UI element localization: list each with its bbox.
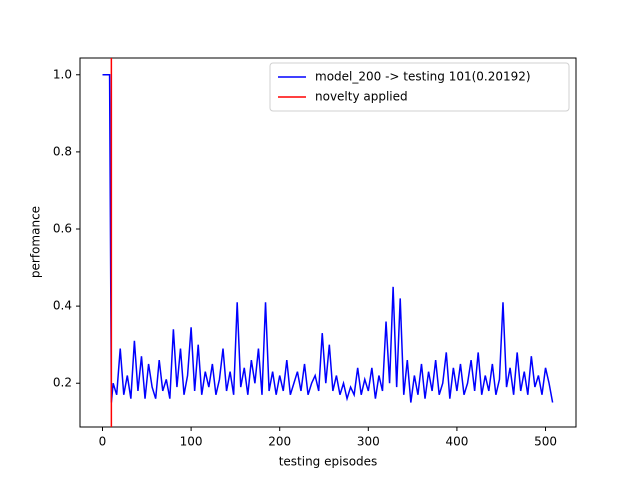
x-tick-label: 0: [99, 435, 107, 449]
line-series: [102, 74, 554, 403]
y-tick-label: 0.2: [53, 376, 72, 390]
plot-frame: [79, 57, 577, 428]
x-tick-label: 100: [180, 435, 203, 449]
y-tick-label: 1.0: [53, 67, 72, 81]
x-tick-label: 200: [268, 435, 291, 449]
y-axis-label: perfomance: [29, 206, 43, 278]
y-tick-label: 0.4: [53, 299, 72, 313]
legend-box: [269, 62, 570, 112]
legend-label: model_200 -> testing 101(0.20192): [315, 70, 531, 84]
y-tick-label: 0.6: [53, 222, 72, 236]
legend-label: novelty applied: [315, 90, 408, 104]
x-tick-label: 500: [534, 435, 557, 449]
x-axis-label: testing episodes: [279, 455, 378, 469]
y-tick-label: 0.8: [53, 144, 72, 158]
x-tick-label: 400: [445, 435, 468, 449]
x-tick-label: 300: [357, 435, 380, 449]
